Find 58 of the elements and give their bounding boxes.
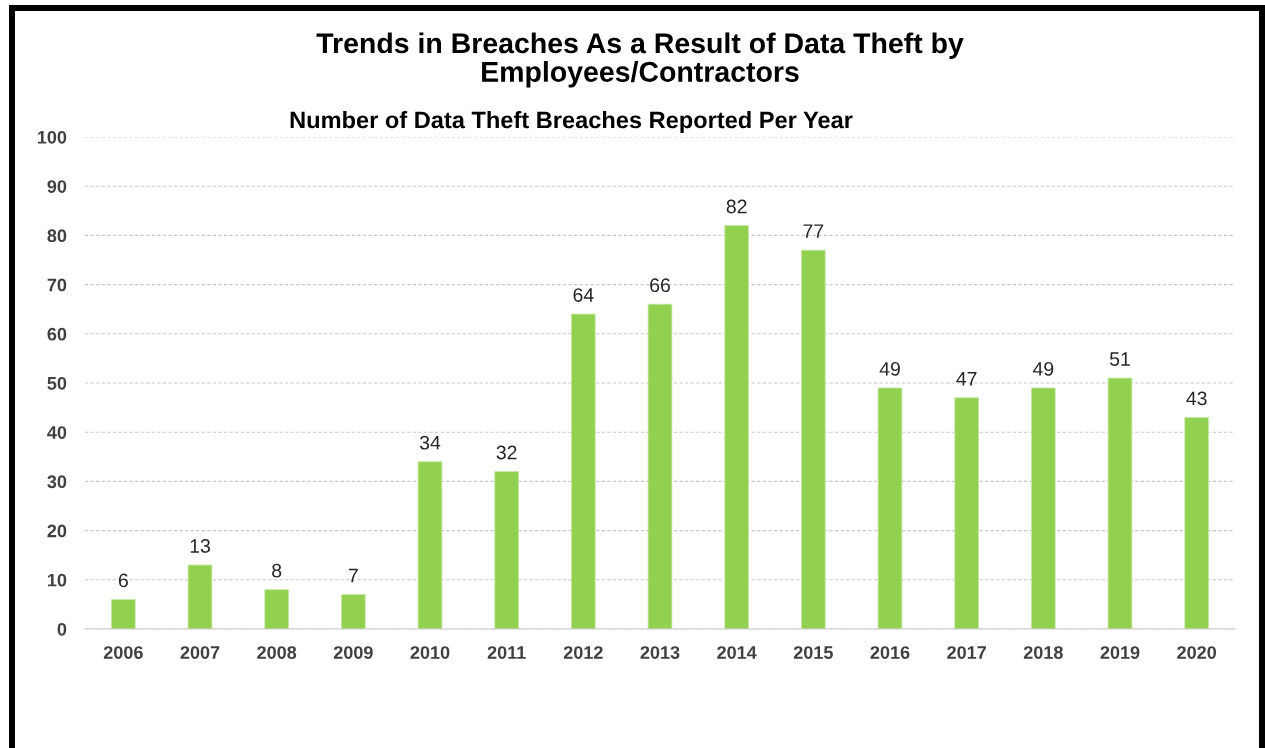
data-label: 34	[419, 435, 441, 450]
bar	[1107, 377, 1133, 629]
x-tick-label: 2012	[563, 646, 603, 659]
y-tick-label: 40	[47, 426, 67, 439]
bar	[1031, 387, 1056, 629]
data-label: 47	[956, 372, 977, 386]
y-tick-label: 100	[37, 130, 67, 144]
y-tick-label: 50	[47, 376, 67, 390]
bar	[1184, 417, 1209, 629]
x-tick-label: 2010	[410, 646, 450, 659]
bar	[341, 594, 366, 629]
x-tick-label: 2006	[103, 646, 143, 659]
bar	[264, 589, 289, 629]
data-label: 43	[1186, 391, 1207, 406]
bar	[647, 303, 673, 629]
data-label: 51	[1109, 352, 1130, 366]
bar	[187, 564, 213, 629]
data-label: 49	[1032, 361, 1054, 376]
bar	[571, 313, 596, 629]
y-tick-label: 0	[57, 622, 67, 636]
x-tick-label: 2009	[333, 646, 373, 659]
x-tick-label: 2017	[947, 646, 986, 659]
x-tick-label: 2019	[1100, 646, 1140, 659]
y-tick-label: 90	[47, 180, 67, 193]
y-tick-label: 80	[47, 229, 67, 243]
bar	[494, 471, 519, 629]
data-label: 77	[803, 224, 824, 238]
data-label: 13	[190, 539, 210, 553]
x-tick-label: 2008	[257, 646, 297, 659]
x-tick-label: 2018	[1023, 646, 1063, 659]
x-tick-label: 2016	[870, 646, 910, 659]
y-tick-label: 20	[47, 524, 67, 538]
x-tick-label: 2011	[487, 646, 526, 659]
data-label: 66	[650, 278, 670, 293]
y-tick-label: 70	[47, 278, 67, 292]
data-label: 82	[726, 199, 747, 214]
data-label: 8	[272, 563, 282, 578]
y-tick-label: 30	[47, 475, 67, 489]
x-tick-label: 2015	[793, 646, 833, 659]
chart-subtitle: Number of Data Theft Breaches Reported Per Year	[290, 111, 853, 133]
bar	[877, 387, 903, 629]
bar	[417, 461, 443, 629]
x-tick-label: 2014	[717, 646, 757, 659]
y-tick-label: 60	[47, 327, 67, 341]
data-label: 6	[118, 573, 128, 588]
y-tick-label: 10	[48, 573, 67, 587]
chart-title: Trends in Breaches As a Result of Data Theft by Employees/Contractors	[316, 32, 964, 88]
data-label: 32	[496, 445, 517, 460]
data-label: 49	[879, 361, 900, 376]
x-tick-label: 2007	[180, 646, 220, 659]
data-label: 64	[573, 288, 594, 302]
data-label: 7	[348, 568, 358, 583]
bar	[724, 225, 749, 629]
x-tick-label: 2020	[1177, 646, 1217, 659]
bar	[954, 397, 979, 629]
bar	[111, 599, 136, 629]
bar	[801, 249, 826, 629]
x-tick-label: 2013	[640, 646, 680, 659]
